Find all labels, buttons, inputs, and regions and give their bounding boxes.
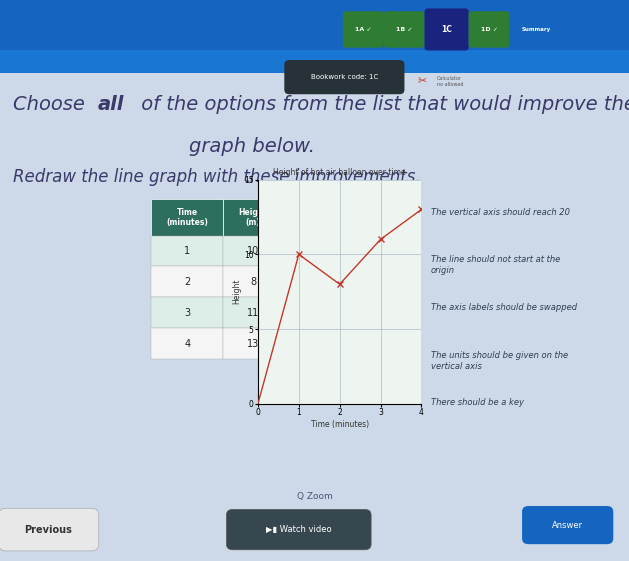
FancyBboxPatch shape (425, 8, 469, 50)
Text: 3: 3 (184, 308, 190, 318)
FancyBboxPatch shape (223, 297, 283, 328)
Y-axis label: Height: Height (232, 279, 242, 305)
Text: There should be a key: There should be a key (431, 398, 524, 407)
Text: The vertical axis should reach 20: The vertical axis should reach 20 (431, 208, 570, 217)
Text: Height
(m): Height (m) (238, 208, 268, 227)
FancyBboxPatch shape (223, 199, 283, 236)
Title: Height of hot air balloon over time: Height of hot air balloon over time (274, 168, 406, 177)
Text: Summary: Summary (521, 27, 551, 32)
Bar (0, 50, 629, 73)
FancyBboxPatch shape (226, 509, 371, 550)
Text: Redraw the line graph with these improvements.: Redraw the line graph with these improve… (13, 168, 420, 186)
Text: 1B ✓: 1B ✓ (396, 27, 413, 32)
Text: Previous: Previous (25, 525, 72, 535)
FancyBboxPatch shape (151, 236, 223, 266)
Text: 10: 10 (247, 246, 259, 256)
FancyBboxPatch shape (223, 236, 283, 266)
Text: graph below.: graph below. (189, 137, 314, 157)
Text: 4: 4 (184, 339, 190, 348)
Text: The line should not start at the
origin: The line should not start at the origin (431, 255, 560, 275)
FancyBboxPatch shape (284, 60, 404, 94)
FancyBboxPatch shape (522, 506, 613, 544)
FancyBboxPatch shape (469, 11, 509, 48)
FancyBboxPatch shape (384, 11, 425, 48)
Bar (0, 0, 629, 56)
Text: ▶▮ Watch video: ▶▮ Watch video (266, 525, 331, 534)
FancyBboxPatch shape (151, 266, 223, 297)
Text: 1A ✓: 1A ✓ (355, 27, 372, 32)
Text: all: all (97, 95, 124, 114)
Text: Time
(minutes): Time (minutes) (166, 208, 208, 227)
FancyBboxPatch shape (151, 297, 223, 328)
Text: 2: 2 (184, 277, 190, 287)
Text: 1D ✓: 1D ✓ (481, 27, 498, 32)
Text: 8: 8 (250, 277, 256, 287)
Text: Answer: Answer (552, 521, 583, 530)
FancyBboxPatch shape (509, 11, 563, 48)
FancyBboxPatch shape (223, 328, 283, 359)
Text: The units should be given on the
vertical axis: The units should be given on the vertica… (431, 351, 568, 371)
Text: ✂: ✂ (418, 76, 427, 86)
Text: 1C: 1C (441, 25, 452, 34)
Text: The axis labels should be swapped: The axis labels should be swapped (431, 303, 577, 312)
FancyBboxPatch shape (151, 199, 223, 236)
X-axis label: Time (minutes): Time (minutes) (311, 420, 369, 429)
Text: 11: 11 (247, 308, 259, 318)
Text: 1: 1 (184, 246, 190, 256)
FancyBboxPatch shape (151, 328, 223, 359)
Text: Choose: Choose (13, 95, 91, 114)
Text: of the options from the list that would improve the line: of the options from the list that would … (135, 95, 629, 114)
Text: Q Zoom: Q Zoom (297, 492, 332, 501)
Text: Calculator
no allowed: Calculator no allowed (437, 76, 464, 87)
FancyBboxPatch shape (223, 266, 283, 297)
FancyBboxPatch shape (0, 508, 99, 551)
Text: Bookwork code: 1C: Bookwork code: 1C (311, 75, 378, 80)
FancyBboxPatch shape (343, 11, 384, 48)
Text: 13: 13 (247, 339, 259, 348)
